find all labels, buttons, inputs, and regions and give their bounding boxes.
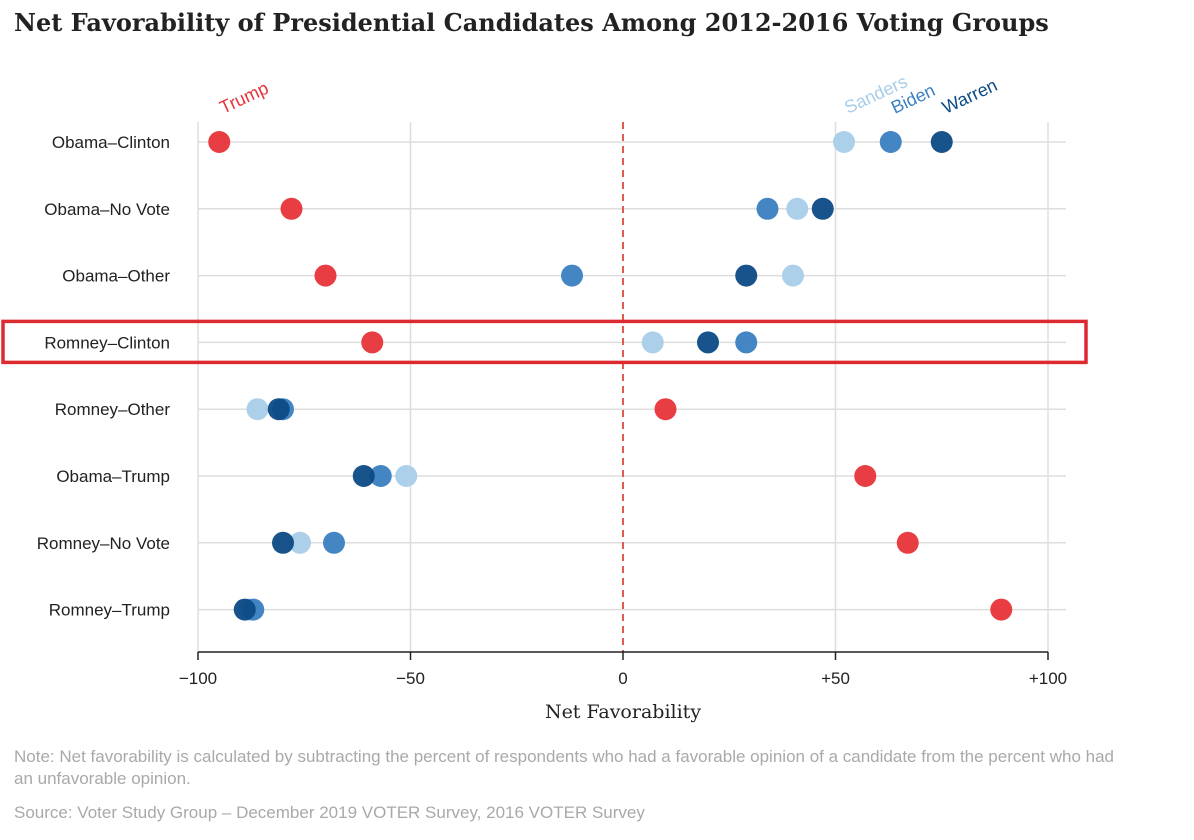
dot-biden — [323, 531, 345, 554]
dot-warren — [352, 465, 375, 487]
dot-trump — [854, 465, 877, 487]
dot-trump — [208, 131, 231, 153]
highlight-box — [1, 319, 1088, 365]
dot-warren — [930, 131, 953, 153]
x-tick-label: +100 — [1029, 669, 1067, 688]
row-label: Obama–No Vote — [44, 200, 170, 219]
dot-biden — [735, 331, 758, 354]
dot-sanders — [246, 398, 269, 421]
row-label: Romney–Clinton — [44, 333, 170, 352]
dot-biden — [561, 264, 583, 287]
dot-trump — [654, 398, 677, 421]
row-label: Obama–Clinton — [52, 133, 170, 152]
dot-warren — [735, 264, 758, 287]
dot-trump — [990, 598, 1013, 621]
dot-trump — [280, 197, 303, 220]
dot-sanders — [395, 465, 418, 487]
dot-sanders — [782, 264, 804, 287]
dot-sanders — [289, 531, 311, 554]
dot-biden — [369, 465, 392, 487]
row-label: Romney–Trump — [49, 601, 170, 620]
series-label-trump: Trump — [216, 78, 271, 118]
dot-warren — [272, 531, 294, 554]
row-label: Romney–No Vote — [37, 534, 170, 553]
dot-biden — [879, 131, 902, 153]
dot-trump — [361, 331, 384, 354]
dot-sanders — [833, 131, 855, 153]
dot-biden — [756, 197, 779, 220]
dot-warren — [697, 331, 719, 354]
row-label: Obama–Trump — [56, 467, 170, 486]
row-label: Romney–Other — [55, 400, 171, 419]
x-tick-label: 0 — [618, 669, 627, 688]
row-label: Obama–Other — [62, 267, 170, 286]
x-axis-title: Net Favorability — [545, 701, 701, 723]
x-tick-label: −100 — [179, 669, 217, 688]
dot-trump — [896, 531, 919, 554]
series-label-warren: Warren — [939, 75, 1000, 118]
dot-warren — [811, 197, 834, 220]
x-tick-label: −50 — [396, 669, 425, 688]
dot-sanders — [641, 331, 664, 354]
dot-sanders — [786, 197, 809, 220]
dot-warren — [267, 398, 290, 421]
chart-source: Source: Voter Study Group – December 201… — [14, 803, 645, 822]
chart-note: Note: Net favorability is calculated by … — [14, 747, 1115, 788]
dot-warren — [233, 598, 256, 621]
dot-trump — [314, 264, 337, 287]
chart-title: Net Favorability of Presidential Candida… — [14, 8, 1049, 37]
x-tick-label: +50 — [821, 669, 850, 688]
